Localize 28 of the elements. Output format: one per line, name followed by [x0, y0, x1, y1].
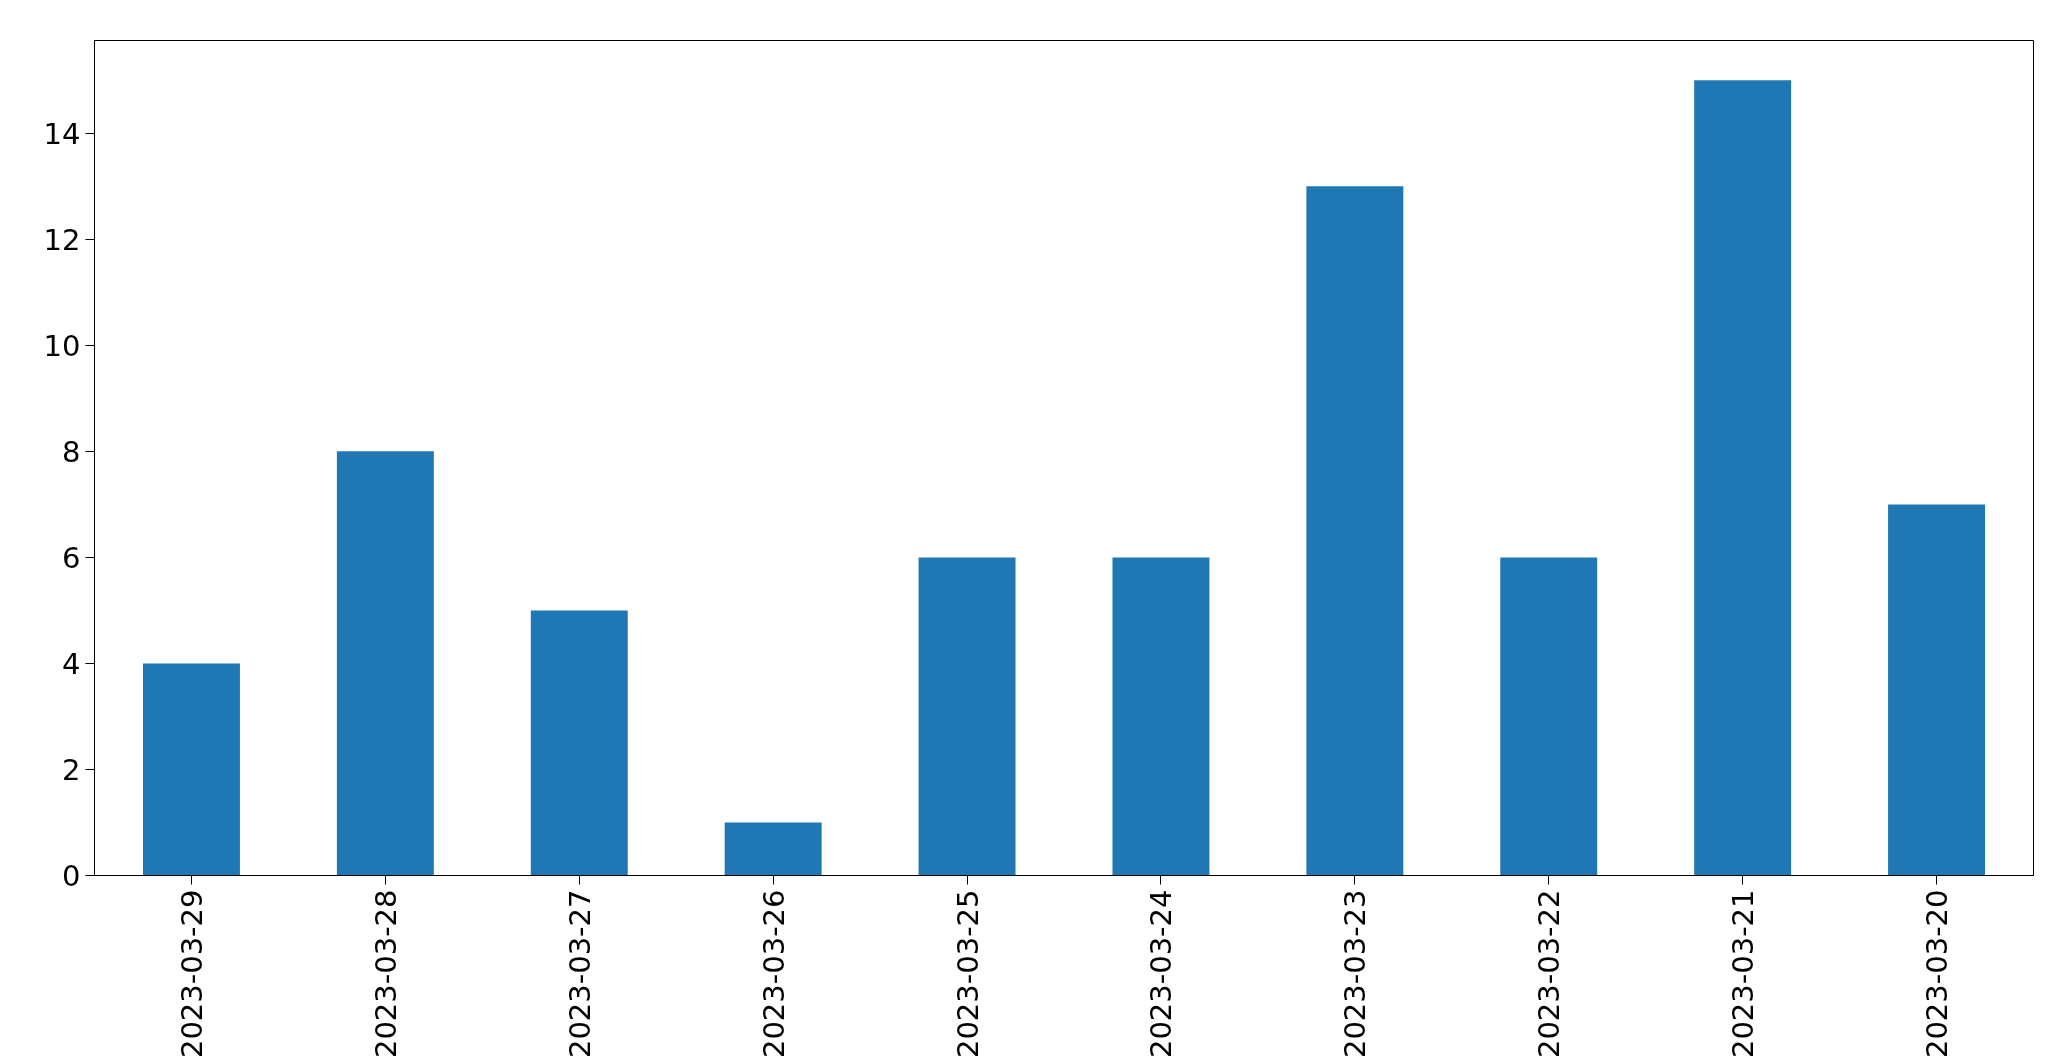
y-tick-label: 10 — [43, 328, 81, 363]
x-tick-label: 2023-03-28 — [368, 889, 403, 1059]
bar — [142, 663, 240, 876]
bar — [1500, 557, 1598, 876]
y-tick-label: 4 — [62, 646, 81, 681]
x-tick-label: 2023-03-23 — [1338, 889, 1373, 1059]
y-tick-label: 2 — [62, 752, 81, 787]
x-tick-label: 2023-03-27 — [562, 889, 597, 1059]
bar — [1694, 80, 1792, 876]
bar — [1306, 186, 1404, 876]
y-tick-label: 14 — [43, 116, 81, 151]
y-tick-label: 12 — [43, 222, 81, 257]
y-tick-label: 0 — [62, 859, 81, 893]
bar — [530, 610, 628, 876]
bar — [724, 822, 822, 876]
x-tick-label: 2023-03-29 — [174, 889, 209, 1059]
bar — [918, 557, 1016, 876]
bar — [336, 451, 434, 876]
x-tick-label: 2023-03-22 — [1532, 889, 1567, 1059]
x-tick-label: 2023-03-21 — [1726, 889, 1761, 1059]
bar — [1112, 557, 1210, 876]
y-tick-label: 6 — [62, 540, 81, 575]
x-tick-label: 2023-03-25 — [950, 889, 985, 1059]
bar — [1888, 504, 1986, 876]
x-tick-label: 2023-03-20 — [1920, 889, 1955, 1059]
x-tick-label: 2023-03-26 — [756, 889, 791, 1059]
x-tick-label: 2023-03-24 — [1144, 889, 1179, 1059]
y-tick-label: 8 — [62, 434, 81, 469]
